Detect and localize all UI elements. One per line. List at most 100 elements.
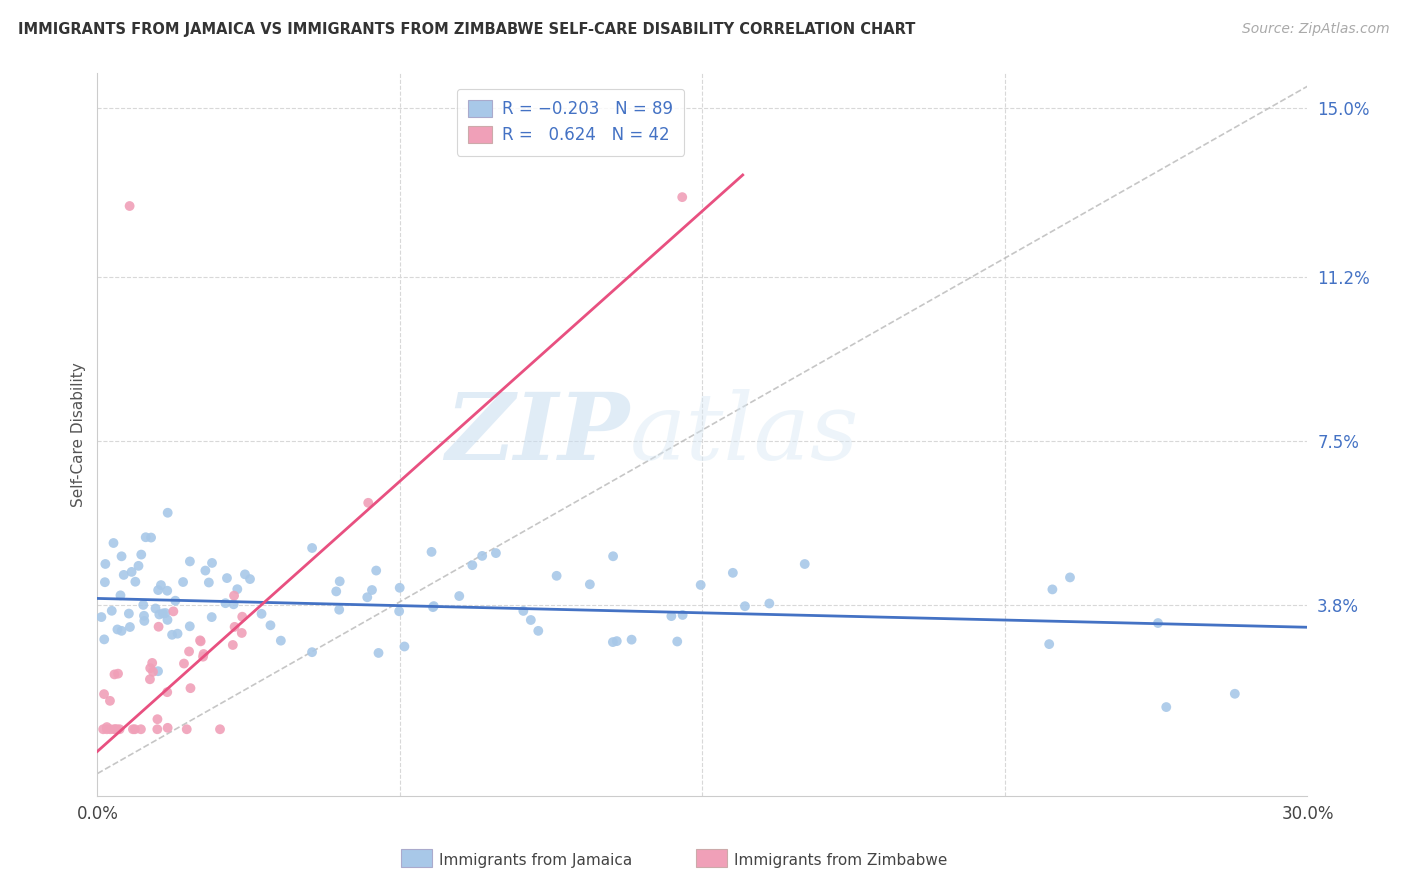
Point <box>198 575 221 590</box>
Point <box>156 721 179 735</box>
Point <box>156 685 179 699</box>
Point <box>165 593 187 607</box>
Point <box>110 588 132 602</box>
Point <box>233 567 256 582</box>
Point <box>146 583 169 598</box>
Point <box>179 554 201 568</box>
Point <box>1042 582 1064 597</box>
Point <box>201 556 224 570</box>
Point <box>121 565 143 579</box>
Point <box>93 632 115 647</box>
Point <box>193 647 215 661</box>
Text: Source: ZipAtlas.com: Source: ZipAtlas.com <box>1241 22 1389 37</box>
Point <box>394 640 416 654</box>
Point <box>606 634 628 648</box>
Point <box>666 634 689 648</box>
Point <box>226 582 249 597</box>
Point <box>793 557 815 571</box>
Point <box>422 600 444 615</box>
Point <box>461 558 484 573</box>
Point <box>471 549 494 563</box>
Point <box>124 574 146 589</box>
Point <box>179 619 201 633</box>
Point <box>214 596 236 610</box>
Point <box>734 599 756 614</box>
Point <box>201 610 224 624</box>
Point <box>139 531 162 545</box>
Point <box>96 723 118 737</box>
Point <box>124 723 146 737</box>
Point <box>149 578 172 592</box>
Point <box>1059 570 1081 584</box>
Point <box>215 571 238 585</box>
Point <box>388 604 411 618</box>
Point <box>146 723 169 737</box>
Point <box>224 620 246 634</box>
Y-axis label: Self-Care Disability: Self-Care Disability <box>72 362 86 507</box>
Text: IMMIGRANTS FROM JAMAICA VS IMMIGRANTS FROM ZIMBABWE SELF-CARE DISABILITY CORRELA: IMMIGRANTS FROM JAMAICA VS IMMIGRANTS FR… <box>18 22 915 37</box>
Point <box>602 635 624 649</box>
Point <box>100 604 122 618</box>
Point <box>118 607 141 621</box>
Point <box>103 723 125 737</box>
Point <box>250 607 273 621</box>
Point <box>231 626 253 640</box>
Point <box>357 496 380 510</box>
Point <box>239 572 262 586</box>
Point <box>145 601 167 615</box>
Point <box>325 584 347 599</box>
Point <box>141 656 163 670</box>
Point <box>104 723 127 737</box>
Text: atlas: atlas <box>630 390 859 479</box>
Point <box>270 633 292 648</box>
Point <box>110 549 132 564</box>
Point <box>177 644 200 658</box>
Point <box>721 566 744 580</box>
Point <box>107 666 129 681</box>
Legend: R = −0.203   N = 89, R =   0.624   N = 42: R = −0.203 N = 89, R = 0.624 N = 42 <box>457 88 685 156</box>
Point <box>128 558 150 573</box>
Point <box>100 723 122 737</box>
Point <box>142 665 165 679</box>
Point <box>112 568 135 582</box>
Point <box>485 546 508 560</box>
Point <box>94 557 117 571</box>
Point <box>156 583 179 598</box>
Text: Immigrants from Zimbabwe: Immigrants from Zimbabwe <box>734 854 948 868</box>
Point <box>689 578 711 592</box>
Point <box>110 624 132 638</box>
Text: ZIP: ZIP <box>446 390 630 479</box>
Point <box>118 620 141 634</box>
Point <box>222 638 245 652</box>
Point <box>423 599 446 613</box>
Point <box>366 564 388 578</box>
Point <box>96 720 118 734</box>
Point <box>105 723 128 737</box>
Point <box>602 549 624 564</box>
Point <box>194 564 217 578</box>
Point <box>108 723 131 737</box>
Point <box>135 530 157 544</box>
Point <box>671 190 693 204</box>
Point <box>129 723 152 737</box>
Point <box>172 574 194 589</box>
Point <box>107 623 129 637</box>
Point <box>155 606 177 620</box>
Point <box>301 645 323 659</box>
Point <box>1038 637 1060 651</box>
Point <box>329 574 352 589</box>
Point <box>301 541 323 555</box>
Point <box>146 712 169 726</box>
Point <box>166 626 188 640</box>
Point <box>191 649 214 664</box>
Point <box>90 610 112 624</box>
Point <box>93 687 115 701</box>
Point <box>1223 687 1246 701</box>
Point <box>449 589 471 603</box>
Point <box>118 199 141 213</box>
Point <box>190 634 212 648</box>
Point <box>208 723 231 737</box>
Point <box>132 608 155 623</box>
Point <box>1147 616 1170 631</box>
Point <box>758 597 780 611</box>
